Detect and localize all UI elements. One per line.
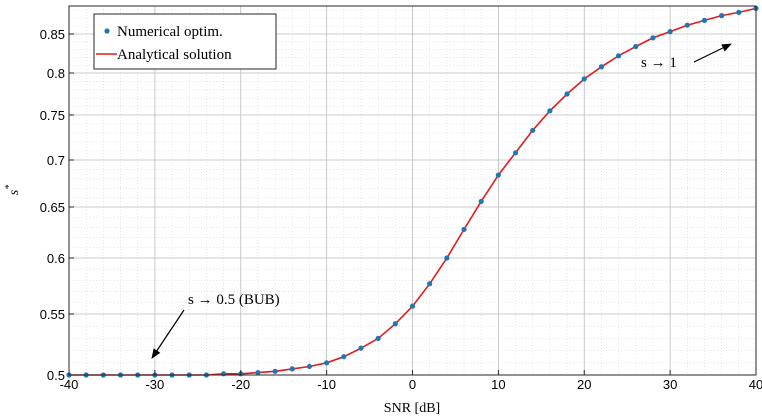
series-point-numerical [633, 43, 639, 50]
series-point-numerical [667, 29, 673, 35]
x-axis-label: SNR [dB] [384, 401, 440, 416]
series-point-numerical [255, 369, 261, 376]
series-point-numerical [341, 354, 347, 360]
series-point-numerical [272, 368, 278, 374]
y-tick-label: 0.8 [47, 66, 65, 81]
y-tick-label: 0.55 [40, 307, 65, 322]
series-point-numerical [719, 13, 725, 19]
y-axis-label-base: s [7, 189, 22, 195]
x-tick-label: 40 [749, 377, 762, 392]
y-tick-label: 0.5 [47, 368, 65, 383]
series-point-numerical [530, 127, 536, 133]
series-point-numerical [324, 360, 330, 366]
legend-box [93, 13, 277, 70]
y-axis-label-sup: * [4, 185, 15, 190]
series-point-numerical [358, 345, 364, 351]
series-point-numerical [684, 22, 690, 28]
legend-label-analytical: Analytical solution [117, 47, 232, 63]
series-point-numerical [220, 371, 227, 377]
y-tick-label: 0.85 [40, 27, 65, 42]
legend-marker-numerical [104, 28, 110, 34]
series-point-numerical [512, 150, 519, 156]
y-tick-label: 0.65 [40, 200, 65, 215]
series-point-numerical [616, 53, 622, 59]
series-point-numerical [650, 35, 656, 41]
series-point-numerical [375, 335, 381, 341]
series-point-numerical [392, 321, 398, 327]
x-tick-label: 20 [577, 377, 591, 392]
annotation-s-to-1: s → 1 [641, 55, 677, 71]
y-tick-label: 0.7 [47, 153, 65, 168]
x-tick-label: -10 [317, 377, 336, 392]
series-point-numerical [736, 9, 742, 15]
legend-label-numerical: Numerical optim. [117, 24, 223, 40]
series-point-numerical [598, 64, 605, 70]
x-tick-label: 30 [663, 377, 677, 392]
series-point-numerical [461, 226, 467, 233]
y-axis-label: s* [4, 185, 22, 195]
series-point-numerical [581, 76, 587, 82]
y-tick-label: 0.75 [40, 108, 65, 123]
ticks: -40 -30 -20 -10 0 10 20 30 40 0.5 0.55 0.6 0.65 0.7 0.… [40, 27, 762, 392]
series-point-numerical [289, 366, 295, 372]
x-tick-label: 0 [409, 377, 416, 392]
series-point-numerical [409, 303, 416, 309]
annotation-bub: s → 0.5 (BUB) [188, 292, 280, 308]
series-point-numerical [564, 91, 570, 97]
series-point-numerical [701, 17, 708, 23]
x-tick-label: 10 [491, 377, 505, 392]
series-point-numerical [444, 255, 450, 261]
series-point-numerical [478, 198, 484, 204]
series-point-numerical [495, 172, 501, 178]
annotation-bub-arrow [151, 309, 185, 359]
svg-text:s*: s* [4, 185, 22, 195]
annotation-s-to-1-arrow [693, 43, 732, 63]
x-tick-label: -40 [60, 377, 79, 392]
series-point-numerical [547, 108, 553, 114]
x-tick-label: -30 [145, 377, 164, 392]
series-point-numerical [427, 281, 433, 287]
x-tick-label: -20 [231, 377, 250, 392]
series-point-numerical [306, 363, 313, 370]
legend: Numerical optim. Analytical solution [93, 13, 277, 70]
y-tick-label: 0.6 [47, 251, 65, 266]
